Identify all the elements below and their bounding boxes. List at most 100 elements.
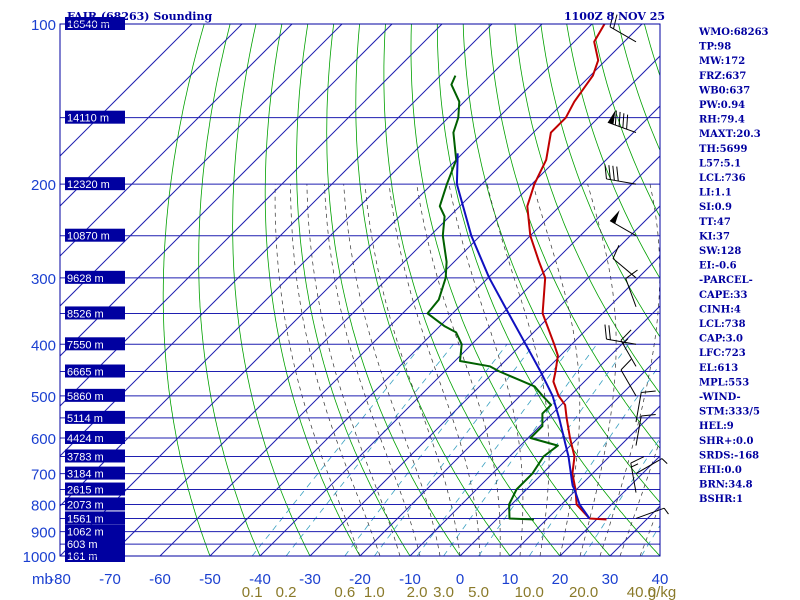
wind-barb-half-flag bbox=[622, 338, 629, 345]
temperature-tick-label: -20 bbox=[349, 571, 371, 588]
height-label-text: 5860 m bbox=[67, 391, 104, 403]
height-label-text: 3184 m bbox=[67, 469, 104, 481]
height-label-box bbox=[65, 177, 125, 191]
wind-barb bbox=[625, 269, 638, 307]
height-label-text: 10870 m bbox=[67, 231, 110, 243]
height-label-text: 5114 m bbox=[67, 413, 103, 425]
index-line: BRN:34.8 bbox=[699, 480, 753, 491]
height-label-text: 1062 m bbox=[67, 527, 104, 539]
isotherm bbox=[60, 24, 593, 556]
isotherm bbox=[559, 455, 660, 556]
wind-barb-half-flag bbox=[631, 463, 639, 468]
wind-barb bbox=[635, 414, 656, 446]
height-label-text: 2615 m bbox=[67, 485, 104, 497]
index-line: RH:79.4 bbox=[699, 115, 745, 126]
height-label: 7550 m bbox=[65, 337, 125, 351]
index-line: FRZ:637 bbox=[699, 71, 746, 82]
height-label-text: 6665 m bbox=[67, 367, 104, 379]
temperature-tick-label: -70 bbox=[99, 571, 121, 588]
mixing-ratio-label: 0.6 bbox=[334, 584, 355, 600]
moist-adiabat bbox=[324, 184, 421, 556]
height-label-text: 161 m bbox=[67, 551, 98, 563]
moist-adiabat bbox=[448, 184, 524, 556]
dry-adiabat bbox=[326, 24, 461, 556]
height-label: 2615 m bbox=[65, 482, 125, 497]
height-label-box bbox=[65, 388, 125, 402]
wind-barb-flag bbox=[612, 14, 618, 29]
height-label: 1062 m bbox=[65, 524, 125, 539]
moist-adiabat bbox=[290, 184, 381, 556]
temperature-tick-label: -80 bbox=[49, 571, 71, 588]
wind-barb-flag bbox=[641, 390, 656, 393]
wind-barb-staff bbox=[635, 392, 642, 423]
height-label-box bbox=[65, 430, 125, 444]
mixing-ratio-label: g/kg bbox=[648, 584, 676, 600]
mixing-ratio-label: 1.0 bbox=[364, 584, 385, 600]
dry-adiabat bbox=[795, 12, 800, 556]
isotherm bbox=[409, 305, 660, 556]
wind-barb bbox=[635, 458, 668, 475]
index-line: L57:5.1 bbox=[699, 158, 741, 169]
wind-barb-staff bbox=[625, 278, 637, 307]
index-line: WB0:637 bbox=[698, 85, 750, 96]
wind-barb-staff bbox=[635, 415, 642, 446]
wind-barb-flag bbox=[641, 414, 656, 417]
plot-frame bbox=[59, 23, 661, 557]
wind-barb-column bbox=[604, 12, 669, 519]
dry-adiabat bbox=[355, 24, 511, 556]
dry-adiabat bbox=[264, 24, 361, 556]
index-line: LFC:723 bbox=[699, 348, 746, 359]
temperature-tick-label: 10 bbox=[502, 571, 519, 588]
temperature-tick-label: -30 bbox=[299, 571, 321, 588]
wind-barb bbox=[612, 245, 637, 279]
index-line: PW:0.94 bbox=[699, 100, 745, 111]
height-label: 5860 m bbox=[65, 388, 125, 403]
height-label-text: 16540 m bbox=[67, 19, 110, 31]
height-label-box bbox=[65, 466, 125, 480]
index-line: CAP:3.0 bbox=[699, 334, 743, 345]
index-line: MPL:553 bbox=[699, 377, 749, 388]
mixing-ratio-label: 3.0 bbox=[433, 584, 454, 600]
sounding-title: FAIR (68263) Sounding bbox=[67, 10, 212, 23]
wind-barb bbox=[635, 390, 656, 423]
wind-barb bbox=[620, 329, 637, 367]
height-label-text: 9628 m bbox=[67, 273, 104, 285]
height-label-box bbox=[65, 110, 125, 124]
pressure-tick-label: 100 bbox=[31, 17, 56, 34]
isotherm bbox=[359, 255, 660, 556]
index-line: LCL:738 bbox=[699, 319, 746, 330]
height-label: 12320 m bbox=[65, 177, 125, 191]
index-line: STM:333/5 bbox=[699, 407, 760, 418]
isotherm bbox=[309, 205, 660, 556]
pressure-tick-label: 200 bbox=[31, 177, 56, 194]
wind-barb-flag bbox=[612, 245, 620, 259]
isotherm bbox=[109, 24, 643, 556]
index-line: CINH:4 bbox=[699, 304, 741, 315]
wind-barb-staff bbox=[620, 369, 637, 397]
wind-barb bbox=[630, 456, 645, 493]
dry-adiabat bbox=[198, 24, 261, 556]
wind-barb-staff bbox=[620, 340, 637, 367]
mixing-ratio-label: 5.0 bbox=[468, 584, 489, 600]
moist-adiabat bbox=[532, 184, 581, 556]
wind-barb-flag bbox=[620, 359, 632, 371]
moist-adiabat bbox=[579, 184, 617, 556]
dry-adiabat bbox=[162, 24, 211, 556]
moist-adiabat bbox=[486, 184, 550, 556]
wind-barb-flag bbox=[620, 329, 632, 341]
height-label-text: 3783 m bbox=[67, 451, 104, 463]
wind-barb-flag bbox=[630, 456, 645, 464]
pressure-tick-label: 500 bbox=[31, 389, 56, 406]
pressure-unit-label: mb bbox=[32, 571, 53, 588]
index-line: SHR+:0.0 bbox=[699, 436, 753, 447]
index-line: KI:37 bbox=[699, 231, 730, 242]
wind-barb-staff bbox=[609, 220, 637, 237]
index-line: -PARCEL- bbox=[699, 275, 753, 286]
temperature-profile bbox=[526, 24, 607, 521]
isotherm bbox=[209, 105, 660, 556]
height-label-text: 7550 m bbox=[67, 339, 104, 351]
wind-barb-flag bbox=[604, 324, 607, 340]
isotherm bbox=[459, 355, 660, 556]
mixing-ratio-label: 20.0 bbox=[569, 584, 598, 600]
